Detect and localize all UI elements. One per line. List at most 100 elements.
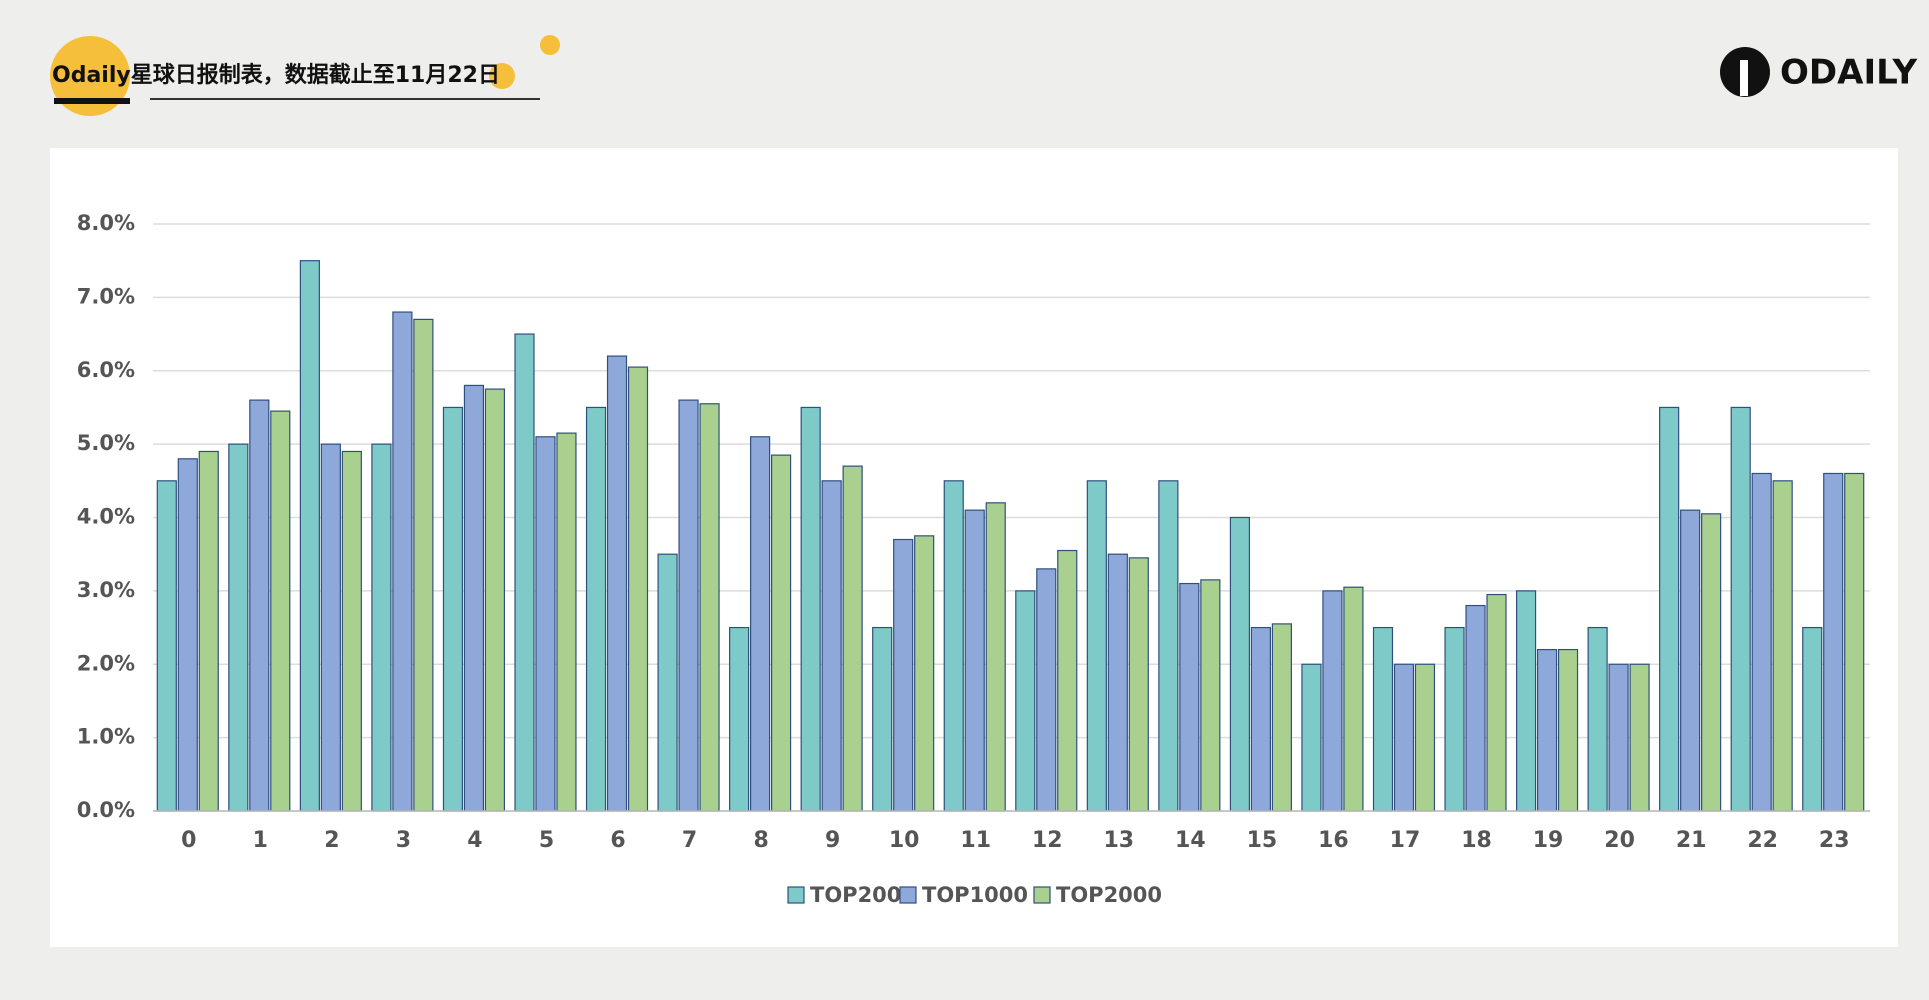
bar [341, 450, 362, 812]
bar [1107, 553, 1128, 812]
decor [540, 35, 560, 55]
bar [514, 333, 535, 812]
legend-label: TOP200 [810, 883, 901, 907]
y-tick-label: 0.0% [77, 798, 135, 822]
bar [606, 355, 628, 812]
bar [627, 366, 649, 812]
bar [1659, 406, 1680, 812]
legend-label: TOP1000 [922, 883, 1028, 907]
bar [1393, 663, 1415, 812]
x-tick-label: 4 [467, 828, 482, 853]
bar [463, 384, 485, 812]
bar [893, 538, 914, 812]
x-tick-label: 14 [1175, 828, 1206, 853]
decor [489, 63, 515, 89]
legend-swatch [899, 886, 917, 904]
bar [1587, 626, 1608, 812]
x-tick-label: 13 [1104, 828, 1135, 853]
bar [1730, 406, 1751, 812]
legend-swatch [787, 886, 805, 904]
bar [484, 388, 506, 812]
x-tick-label: 1 [253, 828, 268, 853]
x-tick-label: 2 [324, 828, 339, 853]
x-tick-label: 21 [1676, 828, 1707, 853]
bar [198, 450, 219, 812]
bar [1301, 663, 1322, 812]
bar [729, 626, 750, 812]
y-tick-label: 2.0% [77, 651, 135, 675]
x-tick-label: 11 [960, 828, 991, 853]
bar [1486, 593, 1507, 812]
y-tick-label: 4.0% [77, 505, 135, 529]
bar [800, 406, 821, 812]
bar [585, 406, 607, 812]
y-tick-label: 7.0% [77, 284, 135, 308]
x-tick-label: 23 [1819, 828, 1850, 853]
x-tick-label: 15 [1247, 828, 1278, 853]
bar [556, 432, 577, 812]
bar [770, 454, 792, 812]
bar [1179, 582, 1200, 812]
bar [1823, 472, 1844, 812]
bar [1158, 480, 1179, 812]
legend-swatch [1033, 886, 1051, 904]
bar [914, 535, 935, 812]
logo-icon [1740, 60, 1748, 96]
x-tick-label: 20 [1604, 828, 1635, 853]
bar [392, 311, 413, 812]
bar [657, 553, 678, 812]
decor [54, 98, 130, 104]
bar [1536, 648, 1558, 812]
bar [1086, 480, 1107, 812]
bar [1772, 480, 1793, 812]
bar [750, 436, 771, 812]
bar [249, 399, 270, 812]
bar [1322, 590, 1343, 812]
bar [842, 465, 863, 812]
bar [1372, 626, 1394, 812]
bar [1229, 516, 1251, 812]
bar [1608, 663, 1629, 812]
bar [985, 502, 1006, 812]
bar [1015, 590, 1036, 812]
logo-text: ODAILY [1780, 53, 1917, 93]
decor [50, 36, 130, 116]
bar [320, 443, 341, 812]
bar [678, 399, 699, 812]
bar [1680, 509, 1701, 812]
x-tick-label: 12 [1032, 828, 1063, 853]
bar [413, 318, 434, 812]
x-tick-label: 8 [753, 828, 768, 853]
bar [177, 458, 198, 812]
bar [1465, 604, 1486, 812]
bar [1557, 648, 1579, 812]
x-tick-label: 7 [682, 828, 697, 853]
bar [1844, 472, 1865, 812]
y-tick-label: 1.0% [77, 725, 135, 749]
x-tick-label: 5 [539, 828, 554, 853]
bar [699, 403, 720, 812]
bar [1343, 586, 1364, 812]
bar [1271, 623, 1292, 812]
legend-label: TOP2000 [1056, 883, 1162, 907]
bar [299, 260, 320, 812]
bar [1036, 568, 1057, 812]
bar [1751, 472, 1772, 812]
header-title: Odaily星球日报制表，数据截止至11月22日 [52, 62, 500, 88]
x-tick-label: 9 [825, 828, 840, 853]
bar [821, 480, 842, 812]
x-tick-label: 22 [1747, 828, 1778, 853]
bar [872, 626, 893, 812]
bar [228, 443, 249, 812]
x-tick-label: 18 [1461, 828, 1492, 853]
y-tick-label: 8.0% [77, 211, 135, 235]
bar [1802, 626, 1823, 812]
x-tick-label: 10 [889, 828, 920, 853]
bar [1057, 549, 1078, 812]
bar [1515, 590, 1537, 812]
bar [1128, 557, 1149, 812]
bar [371, 443, 392, 812]
y-tick-label: 6.0% [77, 358, 135, 382]
